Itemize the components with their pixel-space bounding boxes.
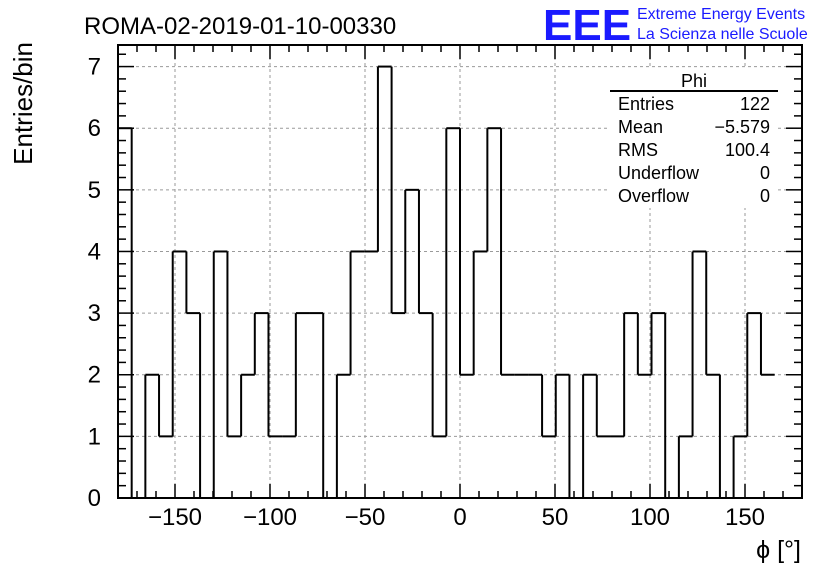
histogram: [118, 65, 775, 499]
y-tick-label: 6: [88, 115, 101, 142]
y-tick-label: 1: [88, 423, 101, 450]
x-tick-label: 100: [630, 504, 670, 531]
stats-row-value: 0: [760, 186, 770, 206]
x-tick-label: 150: [725, 504, 765, 531]
stats-row-label: RMS: [618, 140, 658, 160]
stats-row-value: 0: [760, 163, 770, 183]
run-title: ROMA-02-2019-01-10-00330: [84, 13, 396, 40]
stats-row-value: −5.579: [714, 117, 770, 137]
x-tick-label: −100: [243, 504, 297, 531]
plot-frame: [117, 44, 803, 499]
x-tick-label: −150: [148, 504, 202, 531]
y-tick-label: 7: [88, 54, 101, 81]
y-axis-title: Entries/bin: [8, 42, 38, 165]
stats-box: Phi Entries 122 Mean −5.579 RMS 100.4 Underflo…: [610, 68, 778, 208]
x-tick-label: 50: [542, 504, 569, 531]
stats-row-label: Overflow: [618, 186, 690, 206]
y-tick-label: 2: [88, 362, 101, 389]
x-tick-label: 0: [453, 504, 466, 531]
y-tick-label: 0: [88, 485, 101, 512]
eee-logo: EEE: [543, 1, 631, 50]
y-tick-label: 3: [88, 300, 101, 327]
logo-tagline-1: Extreme Energy Events: [637, 6, 805, 23]
stats-row-value: 122: [740, 94, 770, 114]
y-tick-label: 5: [88, 177, 101, 204]
stats-row-label: Underflow: [618, 163, 700, 183]
tick-labels: −150 −100 −50 0 50 100 150 0 1 2 3 4 5 6 7: [88, 54, 765, 531]
stats-row-label: Entries: [618, 94, 674, 114]
x-axis-title: ϕ [°]: [756, 536, 801, 564]
logo-tagline-2: La Scienza nelle Scuole: [637, 26, 808, 43]
stats-row-label: Mean: [618, 117, 663, 137]
stats-box-title: Phi: [681, 71, 707, 91]
axis-ticks: [118, 45, 802, 499]
x-tick-label: −50: [345, 504, 386, 531]
stats-row-value: 100.4: [725, 140, 770, 160]
y-tick-label: 4: [88, 238, 101, 265]
